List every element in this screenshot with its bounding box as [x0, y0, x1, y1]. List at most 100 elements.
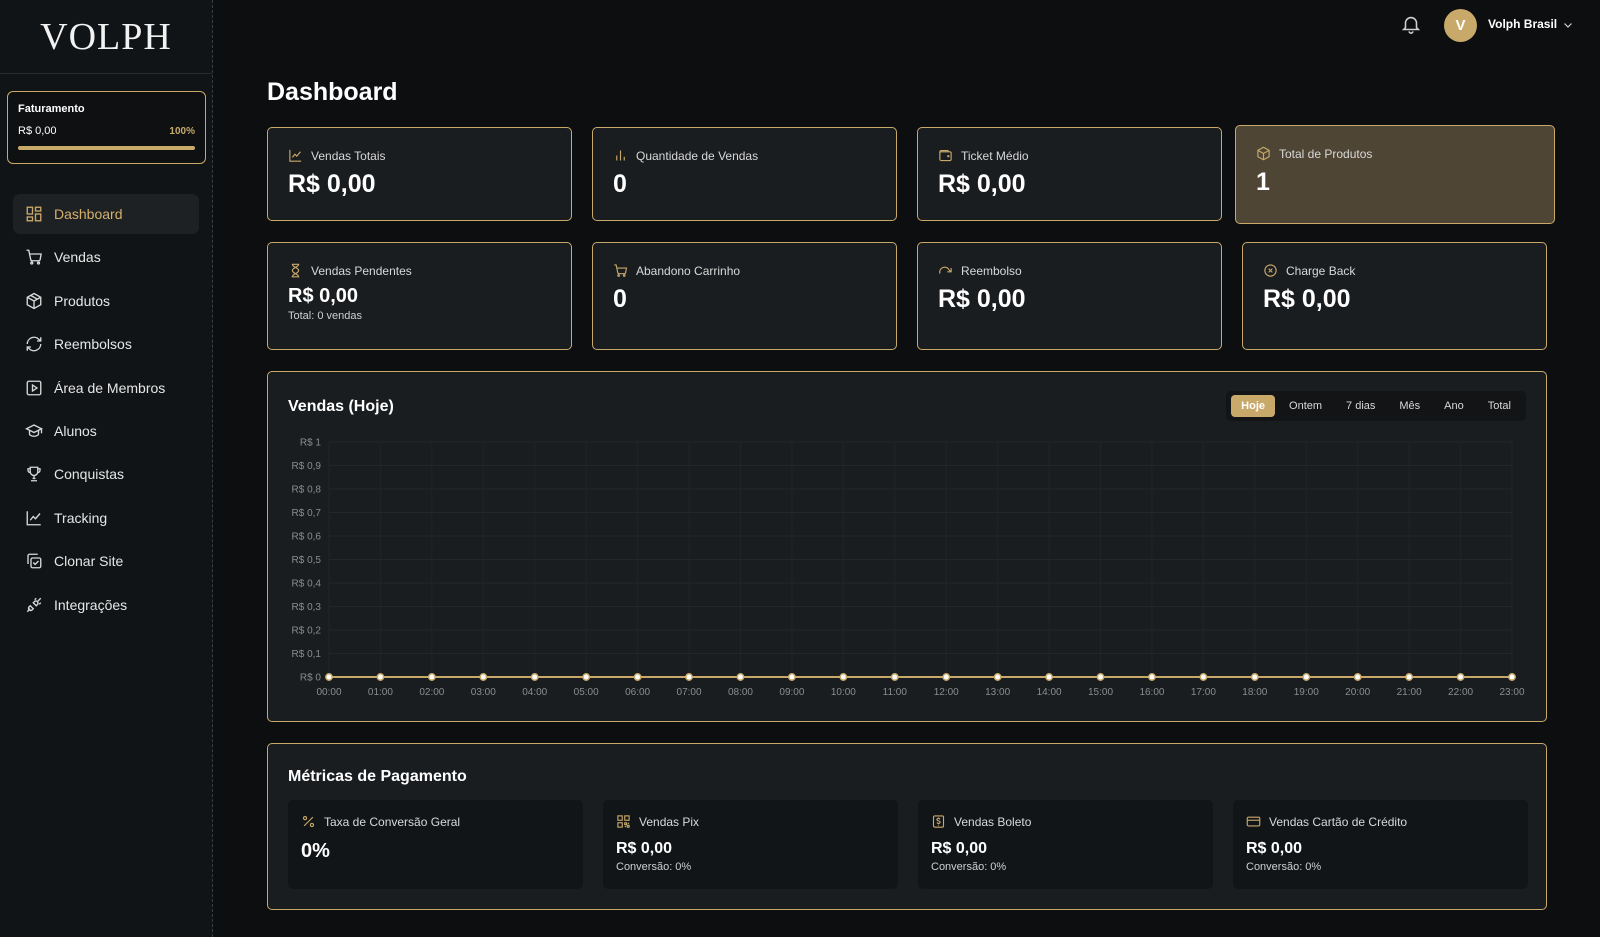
- x-tick-label: 09:00: [779, 687, 804, 698]
- data-point: [1353, 673, 1362, 681]
- x-tick-label: 05:00: [574, 687, 599, 698]
- sidebar-item-reembolsos[interactable]: Reembolsos: [13, 324, 199, 364]
- redo-arrow-icon: [939, 266, 952, 274]
- data-point: [1045, 673, 1054, 681]
- data-point: [1250, 673, 1259, 681]
- billing-progress-bar: [18, 146, 195, 150]
- data-point: [1405, 673, 1414, 681]
- metric-card-cartao: Vendas Cartão de Crédito R$ 0,00 Convers…: [1233, 800, 1528, 889]
- sidebar-item-clonar-site[interactable]: Clonar Site: [13, 541, 199, 581]
- stat-value: R$ 0,00: [938, 170, 1026, 198]
- payment-metrics-title: Métricas de Pagamento: [288, 768, 467, 785]
- sidebar-item-label: Dashboard: [54, 206, 123, 222]
- data-point: [1199, 673, 1208, 681]
- user-name[interactable]: Volph Brasil: [1488, 17, 1558, 31]
- x-tick-label: 04:00: [522, 687, 547, 698]
- line-chart-icon: [289, 149, 302, 162]
- x-tick-label: 12:00: [934, 687, 959, 698]
- metric-label: Vendas Cartão de Crédito: [1269, 814, 1408, 829]
- sidebar-item-label: Área de Membros: [54, 379, 166, 396]
- billing-widget: Faturamento R$ 0,00 100%: [7, 91, 206, 164]
- data-point: [993, 673, 1002, 681]
- x-tick-label: 19:00: [1294, 687, 1319, 698]
- metric-card-pix: Vendas Pix R$ 0,00 Conversão: 0%: [603, 800, 898, 889]
- x-tick-label: 11:00: [883, 687, 908, 698]
- tab-total[interactable]: Total: [1487, 400, 1511, 412]
- x-tick-label: 06:00: [625, 687, 650, 698]
- sidebar-item-label: Clonar Site: [54, 553, 124, 570]
- y-tick-label: R$ 1: [300, 438, 322, 449]
- cart-icon: [614, 264, 628, 277]
- metric-sub: Conversão: 0%: [1246, 861, 1322, 873]
- x-tick-label: 01:00: [368, 687, 393, 698]
- hourglass-icon: [291, 263, 300, 278]
- data-point: [1302, 673, 1311, 681]
- stat-card-vendas-pendentes: Vendas Pendentes R$ 0,00 Total: 0 vendas: [267, 242, 572, 350]
- sidebar-item-label: Reembolsos: [54, 336, 132, 353]
- x-tick-label: 15:00: [1088, 687, 1113, 698]
- sidebar-item-alunos[interactable]: Alunos: [13, 411, 199, 451]
- percent-icon: [302, 815, 315, 828]
- sidebar-item-tracking[interactable]: Tracking: [13, 498, 199, 538]
- sidebar: VOLPH Faturamento R$ 0,00 100% Dashboard…: [0, 0, 213, 937]
- sidebar-item-conquistas[interactable]: Conquistas: [13, 454, 199, 494]
- tab-mes[interactable]: Mês: [1399, 400, 1421, 412]
- stat-card-vendas-totais: Vendas Totais R$ 0,00: [267, 127, 572, 221]
- trophy-icon: [25, 465, 43, 483]
- wallet-icon: [939, 149, 952, 162]
- notifications-bell-icon[interactable]: [1400, 13, 1422, 37]
- metric-value: R$ 0,00: [616, 840, 673, 857]
- x-tick-label: 23:00: [1499, 687, 1524, 698]
- tab-7-dias[interactable]: 7 dias: [1346, 400, 1376, 412]
- sidebar-item-label: Conquistas: [54, 466, 125, 483]
- stat-card-total-produtos[interactable]: Total de Produtos 1: [1235, 125, 1555, 224]
- sidebar-item-dashboard[interactable]: Dashboard: [13, 194, 199, 234]
- stat-value: R$ 0,00: [938, 285, 1026, 313]
- billing-value: R$ 0,00: [18, 125, 57, 137]
- stat-card-quantidade-vendas: Quantidade de Vendas 0: [592, 127, 897, 221]
- data-point: [685, 673, 693, 681]
- data-point: [1096, 673, 1105, 681]
- x-tick-label: 08:00: [728, 687, 753, 698]
- metric-sub: Conversão: 0%: [616, 861, 692, 873]
- x-tick-label: 10:00: [831, 687, 856, 698]
- data-point: [1508, 673, 1516, 681]
- qr-code-icon: [617, 815, 630, 828]
- stat-label: Charge Back: [1286, 263, 1356, 278]
- stat-value: 0: [613, 170, 627, 198]
- data-point: [427, 673, 436, 681]
- billing-percent: 100%: [169, 125, 195, 137]
- stat-label: Total de Produtos: [1279, 146, 1373, 161]
- stat-label: Reembolso: [961, 263, 1022, 278]
- box-icon: [25, 292, 43, 310]
- x-tick-label: 20:00: [1345, 687, 1370, 698]
- metric-sub: Conversão: 0%: [931, 861, 1007, 873]
- dashboard-icon: [25, 205, 43, 223]
- credit-card-icon: [1246, 816, 1261, 827]
- y-tick-label: R$ 0,9: [292, 461, 322, 472]
- x-tick-label: 07:00: [677, 687, 702, 698]
- tab-hoje[interactable]: Hoje: [1231, 395, 1276, 417]
- y-tick-label: R$ 0,1: [292, 649, 322, 660]
- sidebar-item-produtos[interactable]: Produtos: [13, 281, 199, 321]
- line-chart-icon: [25, 509, 43, 527]
- stat-label: Ticket Médio: [961, 148, 1029, 163]
- sidebar-item-area-de-membros[interactable]: Área de Membros: [13, 368, 199, 408]
- brand-logo[interactable]: VOLPH: [0, 0, 212, 74]
- sidebar-item-vendas[interactable]: Vendas: [13, 237, 199, 277]
- tab-ontem[interactable]: Ontem: [1289, 400, 1323, 412]
- stat-label: Quantidade de Vendas: [636, 148, 759, 163]
- metric-card-boleto: Vendas Boleto R$ 0,00 Conversão: 0%: [918, 800, 1213, 889]
- x-tick-label: 03:00: [471, 687, 496, 698]
- sidebar-item-integracoes[interactable]: Integrações: [13, 585, 199, 625]
- payment-metrics-panel: Métricas de Pagamento Taxa de Conversão …: [267, 743, 1547, 910]
- y-tick-label: R$ 0,3: [292, 602, 322, 613]
- x-tick-label: 00:00: [316, 687, 341, 698]
- chevron-down-icon[interactable]: [1562, 18, 1574, 30]
- tab-ano[interactable]: Ano: [1444, 400, 1464, 412]
- y-tick-label: R$ 0,8: [292, 485, 322, 496]
- user-avatar[interactable]: V: [1444, 9, 1477, 42]
- sales-line-chart: R$ 0 R$ 0,1 R$ 0,2 R$ 0,3 R$ 0,4 R$ 0,5 R$ 0,6…: [292, 438, 1525, 699]
- sidebar-item-label: Vendas: [54, 249, 101, 266]
- stat-value: R$ 0,00: [288, 170, 376, 198]
